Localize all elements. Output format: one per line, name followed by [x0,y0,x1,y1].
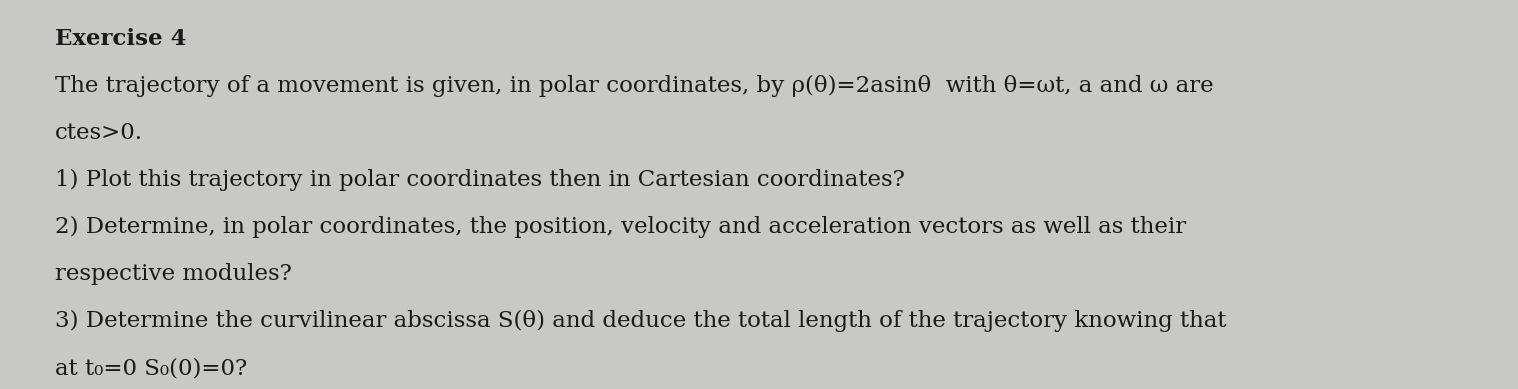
Text: respective modules?: respective modules? [55,263,291,285]
Text: 2) Determine, in polar coordinates, the position, velocity and acceleration vect: 2) Determine, in polar coordinates, the … [55,216,1186,238]
Text: Exercise 4: Exercise 4 [55,28,187,50]
Text: ctes>0.: ctes>0. [55,122,143,144]
Text: The trajectory of a movement is given, in polar coordinates, by ρ(θ)=2asinθ  wit: The trajectory of a movement is given, i… [55,75,1213,97]
Text: at t₀=0 S₀(0)=0?: at t₀=0 S₀(0)=0? [55,357,247,379]
Text: 3) Determine the curvilinear abscissa S(θ) and deduce the total length of the tr: 3) Determine the curvilinear abscissa S(… [55,310,1227,332]
Text: 1) Plot this trajectory in polar coordinates then in Cartesian coordinates?: 1) Plot this trajectory in polar coordin… [55,169,905,191]
